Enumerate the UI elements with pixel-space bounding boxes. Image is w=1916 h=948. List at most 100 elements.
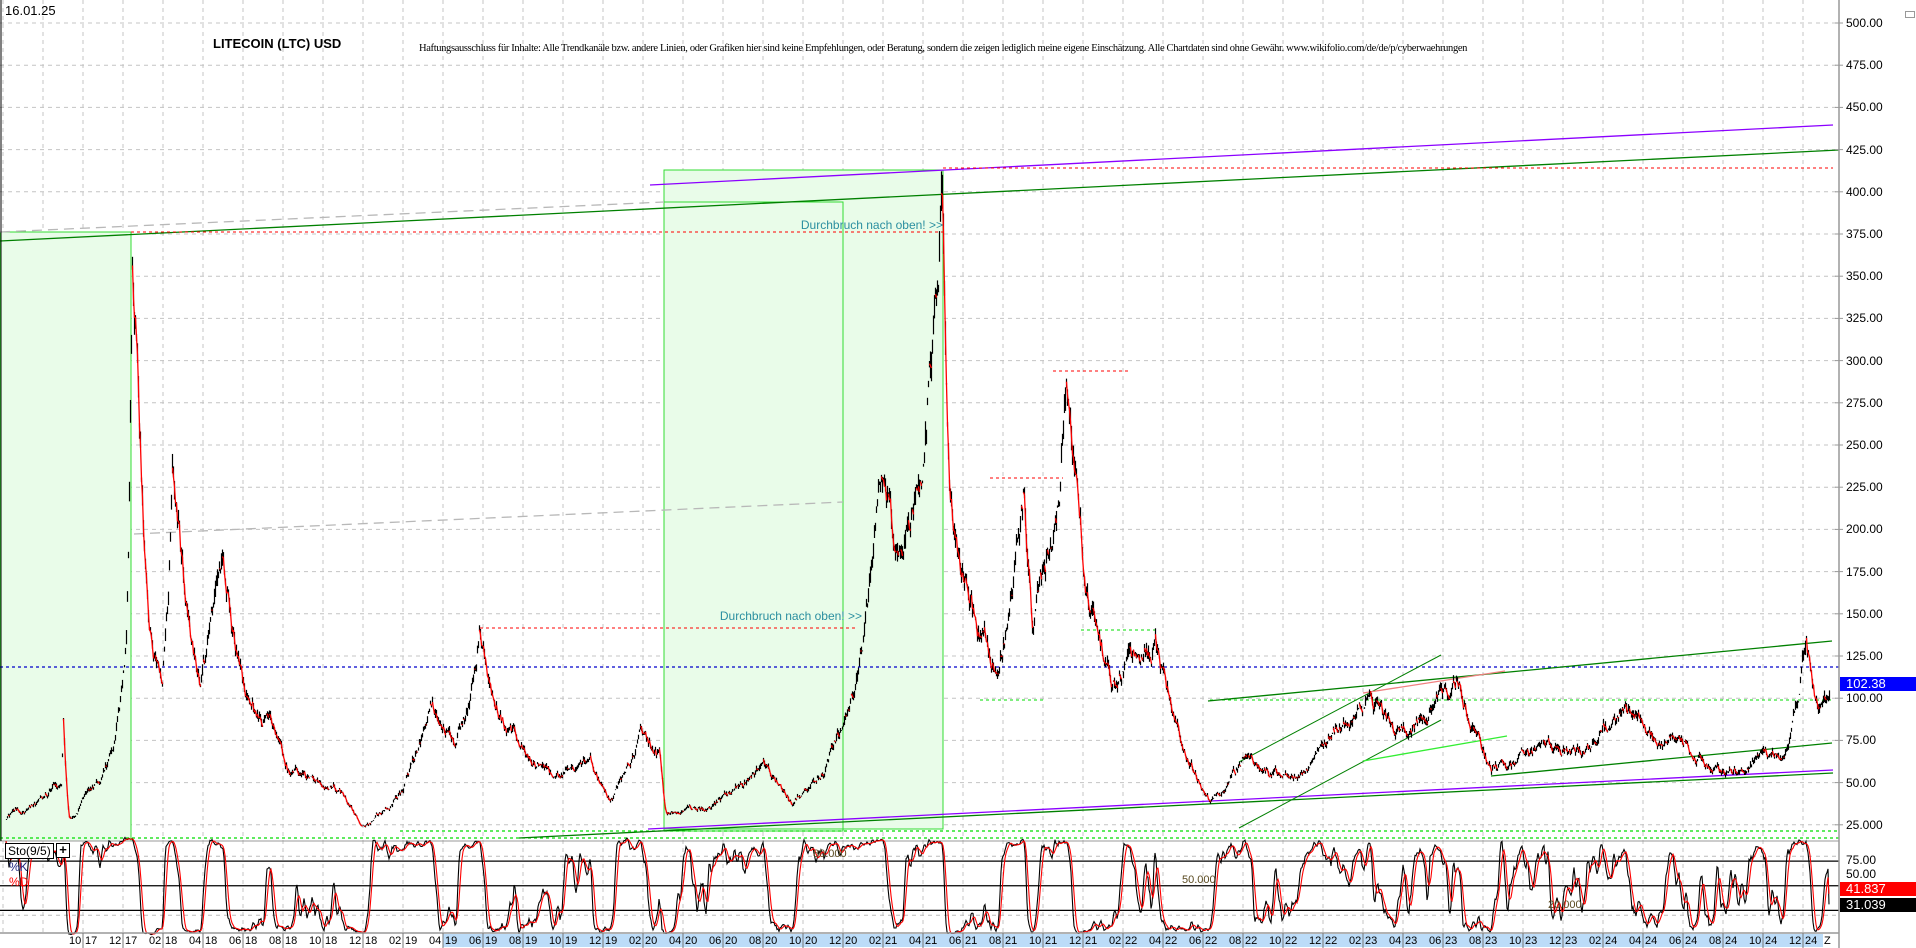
price-tick-label: 25.000 xyxy=(1846,817,1883,832)
price-tick-label: 225.00 xyxy=(1846,480,1883,495)
highlight-box-2020-2021 xyxy=(663,169,944,830)
time-tick-month: 12 xyxy=(589,935,602,947)
time-tick-year: 23 xyxy=(1365,935,1378,947)
time-tick-year: 24 xyxy=(1645,935,1658,947)
time-tick-year: 20 xyxy=(645,935,658,947)
time-tick-month: 02 xyxy=(869,935,882,947)
trendline-thin-lower xyxy=(1238,719,1442,829)
time-tick-month: 10 xyxy=(549,935,562,947)
time-tick-year: 23 xyxy=(1405,935,1418,947)
chart-date: 16.01.25 xyxy=(5,3,56,18)
stoch-level-50: 50.000 xyxy=(1182,874,1216,886)
price-tick-label: 150.00 xyxy=(1846,606,1883,621)
time-tick-year: 19 xyxy=(445,935,458,947)
time-tick-year: 19 xyxy=(605,935,618,947)
price-tick-label: 300.00 xyxy=(1846,353,1883,368)
time-tick-month: 08 xyxy=(749,935,762,947)
trendline-purple-lower xyxy=(647,769,1834,830)
time-tick-month: 02 xyxy=(389,935,402,947)
down-move-segments xyxy=(8,192,1827,828)
price-tick-label: 50.00 xyxy=(1846,775,1877,790)
time-tick-month: 08 xyxy=(1229,935,1242,947)
time-tick-year: 22 xyxy=(1165,935,1178,947)
price-tick-label: 325.00 xyxy=(1846,311,1883,326)
time-tick-year: 24 xyxy=(1605,935,1618,947)
time-tick-year: 17 xyxy=(85,935,98,947)
time-tick-year: 19 xyxy=(485,935,498,947)
window-restore-icon[interactable] xyxy=(1905,11,1915,18)
price-tick-label: 425.00 xyxy=(1846,142,1883,157)
time-tick-year: 19 xyxy=(565,935,578,947)
time-tick-month: 04 xyxy=(909,935,922,947)
time-tick-year: 20 xyxy=(685,935,698,947)
time-tick-year: 22 xyxy=(1245,935,1258,947)
time-tick-year: 24 xyxy=(1685,935,1698,947)
price-tick-label: 350.00 xyxy=(1846,269,1883,284)
trendline-green-support xyxy=(1490,742,1833,777)
time-tick-month: 12 xyxy=(349,935,362,947)
k-value-badge: 31.039 xyxy=(1840,898,1916,912)
d-value-badge: 41.837 xyxy=(1840,882,1916,896)
highlight-box-2017 xyxy=(0,231,132,842)
time-tick-month: 08 xyxy=(989,935,1002,947)
stochastic-indicator-label[interactable]: Sto(9/5) xyxy=(5,843,54,859)
price-tick-label: 400.00 xyxy=(1846,184,1883,199)
time-tick-month: 06 xyxy=(229,935,242,947)
stoch-axis-label-50: 50.00 xyxy=(1846,867,1877,881)
stoch-k-line xyxy=(5,836,1830,936)
time-tick-month: 10 xyxy=(1509,935,1522,947)
breakout-label-top: Durchbruch nach oben! >> xyxy=(800,218,943,232)
time-tick-month: 02 xyxy=(149,935,162,947)
highlight-box-inner xyxy=(663,201,844,832)
time-tick-year: 23 xyxy=(1525,935,1538,947)
time-tick-year: 18 xyxy=(245,935,258,947)
time-tick-month: 02 xyxy=(1349,935,1362,947)
time-tick-year: 18 xyxy=(285,935,298,947)
price-tick-label: 375.00 xyxy=(1846,227,1883,241)
time-tick-year: 24 xyxy=(1765,935,1778,947)
time-tick-month: 06 xyxy=(949,935,962,947)
time-tick-month: 12 xyxy=(1789,935,1802,947)
add-indicator-button[interactable]: + xyxy=(56,843,70,858)
time-tick-year: 19 xyxy=(525,935,538,947)
time-tick-month: 04 xyxy=(669,935,682,947)
price-tick-label: 275.00 xyxy=(1846,395,1883,410)
time-tick-month: 06 xyxy=(1429,935,1442,947)
trendline-thin-upper xyxy=(1238,654,1442,763)
time-tick-month: 04 xyxy=(1149,935,1162,947)
time-tick-month: 12 xyxy=(829,935,842,947)
chart-title: LITECOIN (LTC) USD xyxy=(213,36,342,51)
time-tick-month: 02 xyxy=(1589,935,1602,947)
price-tick-label: 75.00 xyxy=(1846,733,1877,748)
time-tick-year: 21 xyxy=(1045,935,1058,947)
price-tick-label: 450.00 xyxy=(1846,100,1883,115)
price-tick-label: 200.00 xyxy=(1846,522,1883,537)
price-tick-label: 475.00 xyxy=(1846,58,1883,73)
trendline-gray-dashed xyxy=(0,201,665,233)
time-tick-year: 24 xyxy=(1805,935,1818,947)
time-tick-month: 06 xyxy=(469,935,482,947)
time-tick-year: 21 xyxy=(1085,935,1098,947)
time-tick-month: 08 xyxy=(509,935,522,947)
time-tick-month: 10 xyxy=(789,935,802,947)
time-tick-year: 20 xyxy=(765,935,778,947)
price-tick-label: 100.00 xyxy=(1846,691,1883,706)
time-tick-year: 22 xyxy=(1125,935,1138,947)
time-tick-month: 08 xyxy=(1709,935,1722,947)
time-axis-end-label: Z xyxy=(1824,935,1831,947)
trendline-gray-dashed-lower xyxy=(133,501,844,535)
price-tick-label: 125.00 xyxy=(1846,649,1883,663)
time-tick-year: 23 xyxy=(1445,935,1458,947)
time-tick-year: 21 xyxy=(925,935,938,947)
time-tick-month: 04 xyxy=(1389,935,1402,947)
time-tick-month: 04 xyxy=(429,935,442,947)
time-tick-month: 02 xyxy=(629,935,642,947)
trendline-green-lower xyxy=(518,772,1834,839)
trendline-green-channel-top xyxy=(1207,640,1833,702)
time-tick-month: 10 xyxy=(1029,935,1042,947)
time-tick-year: 19 xyxy=(405,935,418,947)
time-tick-month: 08 xyxy=(269,935,282,947)
time-tick-year: 21 xyxy=(885,935,898,947)
time-tick-month: 10 xyxy=(69,935,82,947)
